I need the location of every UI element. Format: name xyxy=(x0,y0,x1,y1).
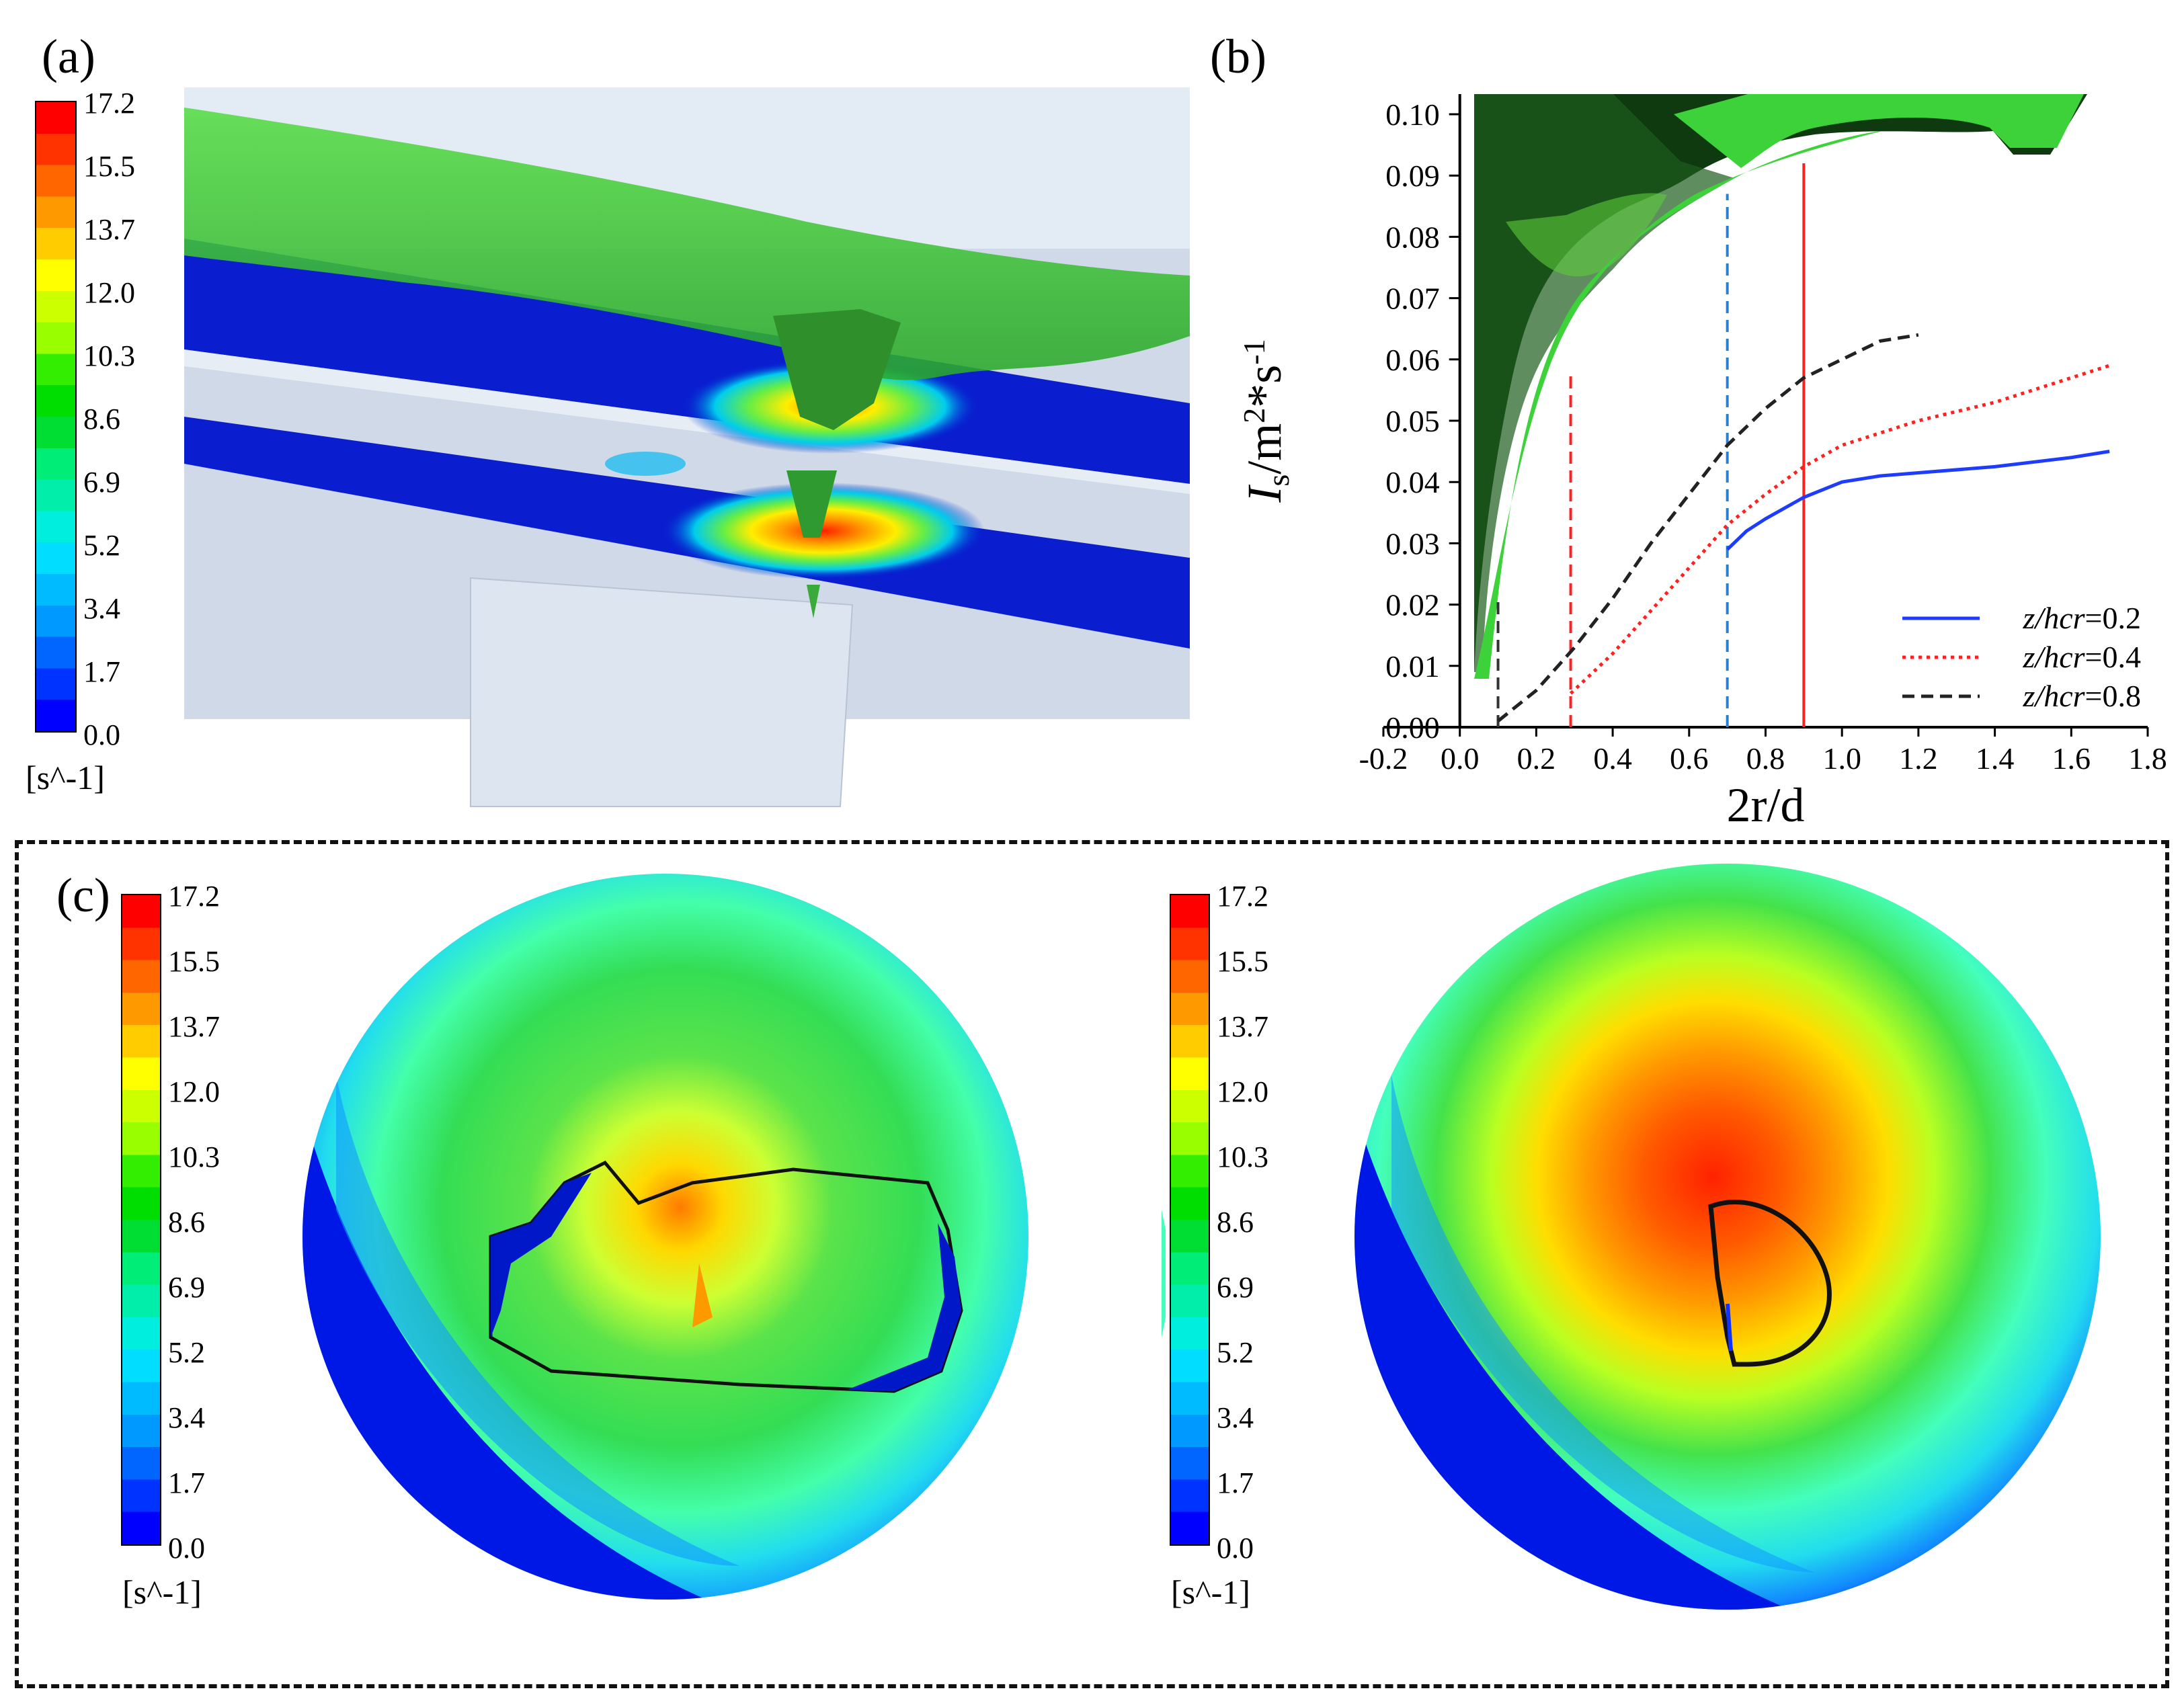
x-tick-label: 1.0 xyxy=(1822,741,1861,776)
y-tick-label: 0.04 xyxy=(1385,465,1440,499)
cbar-cr-tick: 13.7 xyxy=(1217,1010,1268,1043)
panel-c-frame xyxy=(15,840,2169,1688)
colorbar-c-left-ticks: 17.2 15.5 13.7 12.0 10.3 8.6 6.9 5.2 3.4… xyxy=(168,879,242,1565)
legend-label: z/hcr=0.4 xyxy=(2023,640,2141,674)
x-tick-label: 0.6 xyxy=(1670,741,1709,776)
cbar-cr-tick: 3.4 xyxy=(1217,1401,1254,1434)
cbar-cr-tick: 10.3 xyxy=(1217,1141,1268,1173)
cbar-a-tick: 13.7 xyxy=(83,213,135,246)
x-axis-label: 2r/d xyxy=(1727,778,1805,832)
x-tick-label: -0.2 xyxy=(1359,741,1408,776)
chart-b-vertical-lines xyxy=(1496,163,1806,727)
chart-b-axes: -0.2 0.0 0.2 0.4 0.6 0.8 1.0 1.2 1.4 1.6 1.8 0.00 0.… xyxy=(1237,94,2167,832)
cbar-cr-tick: 6.9 xyxy=(1217,1271,1254,1304)
cbar-a-tick: 10.3 xyxy=(83,339,135,372)
cbar-cl-tick: 15.5 xyxy=(168,945,220,978)
y-tick-label: 0.09 xyxy=(1385,159,1440,193)
cbar-cl-tick: 6.9 xyxy=(168,1271,205,1304)
series-line xyxy=(1496,333,1919,722)
y-axis-label: Is/m2*s-1 xyxy=(1237,339,1295,503)
x-tick-label: 0.8 xyxy=(1746,741,1785,776)
panel-a-label: (a) xyxy=(42,30,95,83)
cbar-cl-tick: 1.7 xyxy=(168,1466,205,1499)
cbar-cl-tick: 3.4 xyxy=(168,1401,205,1434)
colorbar-a xyxy=(35,101,77,733)
x-tick-label: 1.4 xyxy=(1976,741,2015,776)
x-tick-label: 1.6 xyxy=(2052,741,2091,776)
y-tick-label: 0.08 xyxy=(1385,220,1440,254)
panel-c-label: (c) xyxy=(56,868,110,922)
series-line xyxy=(1726,450,2110,551)
colorbar-c-right-gradient xyxy=(1171,895,1209,1544)
colorbar-a-ticks: 17.2 15.5 13.7 12.0 10.3 8.6 6.9 5.2 3.4… xyxy=(83,86,157,751)
cbar-cr-tick: 8.6 xyxy=(1217,1206,1254,1239)
cbar-cr-tick: 0.0 xyxy=(1217,1532,1254,1565)
colorbar-c-right-ticks: 17.2 15.5 13.7 12.0 10.3 8.6 6.9 5.2 3.4… xyxy=(1217,879,1291,1565)
chart-b-series xyxy=(1496,333,2110,722)
colorbar-c-right xyxy=(1170,894,1210,1546)
cbar-a-tick: 6.9 xyxy=(83,466,120,499)
y-tick-label: 0.10 xyxy=(1385,97,1440,132)
y-tick-label: 0.00 xyxy=(1385,710,1440,745)
y-tick-label: 0.07 xyxy=(1385,282,1440,316)
cbar-cl-tick: 8.6 xyxy=(168,1206,205,1239)
right-contour-outline xyxy=(1708,1199,1832,1367)
chart-b-legend: z/hcr=0.2 z/hcr=0.4 z/hcr=0.8 xyxy=(1902,601,2141,713)
cbar-cr-tick: 5.2 xyxy=(1217,1336,1254,1369)
cbar-cr-tick: 1.7 xyxy=(1217,1466,1254,1499)
cbar-a-tick: 17.2 xyxy=(83,87,135,120)
cbar-cl-tick: 10.3 xyxy=(168,1141,220,1173)
cbar-a-tick: 12.0 xyxy=(83,276,135,309)
cbar-cl-tick: 12.0 xyxy=(168,1075,220,1108)
y-tick-label: 0.03 xyxy=(1385,526,1440,561)
colorbar-c-right-unit: [s^-1] xyxy=(1171,1573,1250,1611)
cbar-a-tick: 8.6 xyxy=(83,403,120,436)
y-tick-label: 0.01 xyxy=(1385,649,1440,683)
colorbar-c-left xyxy=(121,894,161,1546)
cbar-cr-tick: 12.0 xyxy=(1217,1075,1268,1108)
colorbar-c-left-gradient xyxy=(122,895,160,1544)
cbar-cr-tick: 15.5 xyxy=(1217,945,1268,978)
legend-label: z/hcr=0.8 xyxy=(2023,679,2141,713)
x-tick-label: 1.8 xyxy=(2128,741,2167,776)
colorbar-a-gradient xyxy=(36,102,75,731)
cbar-a-tick: 5.2 xyxy=(83,529,120,562)
y-tick-label: 0.06 xyxy=(1385,343,1440,377)
left-contour-outline xyxy=(489,1160,963,1393)
series-line xyxy=(1569,364,2110,695)
x-tick-label: 1.2 xyxy=(1899,741,1938,776)
cbar-a-tick: 15.5 xyxy=(83,150,135,183)
cbar-cl-tick: 5.2 xyxy=(168,1336,205,1369)
cbar-cl-tick: 13.7 xyxy=(168,1010,220,1043)
y-tick-label: 0.02 xyxy=(1385,588,1440,622)
chart-b-background-surface xyxy=(1474,94,2087,679)
colorbar-a-unit: [s^-1] xyxy=(26,759,105,796)
cbar-a-tick: 3.4 xyxy=(83,592,120,625)
cbar-a-tick: 0.0 xyxy=(83,718,120,751)
cbar-cr-tick: 17.2 xyxy=(1217,880,1268,913)
legend-label: z/hcr=0.2 xyxy=(2023,601,2141,635)
panel-b-label: (b) xyxy=(1210,30,1266,83)
cbar-cl-tick: 17.2 xyxy=(168,880,220,913)
x-tick-label: 0.0 xyxy=(1441,741,1480,776)
x-tick-label: 0.4 xyxy=(1593,741,1632,776)
x-tick-label: 0.2 xyxy=(1517,741,1556,776)
y-tick-label: 0.05 xyxy=(1385,404,1440,438)
colorbar-c-left-unit: [s^-1] xyxy=(122,1573,202,1611)
cbar-a-tick: 1.7 xyxy=(83,655,120,688)
cbar-cl-tick: 0.0 xyxy=(168,1532,205,1565)
